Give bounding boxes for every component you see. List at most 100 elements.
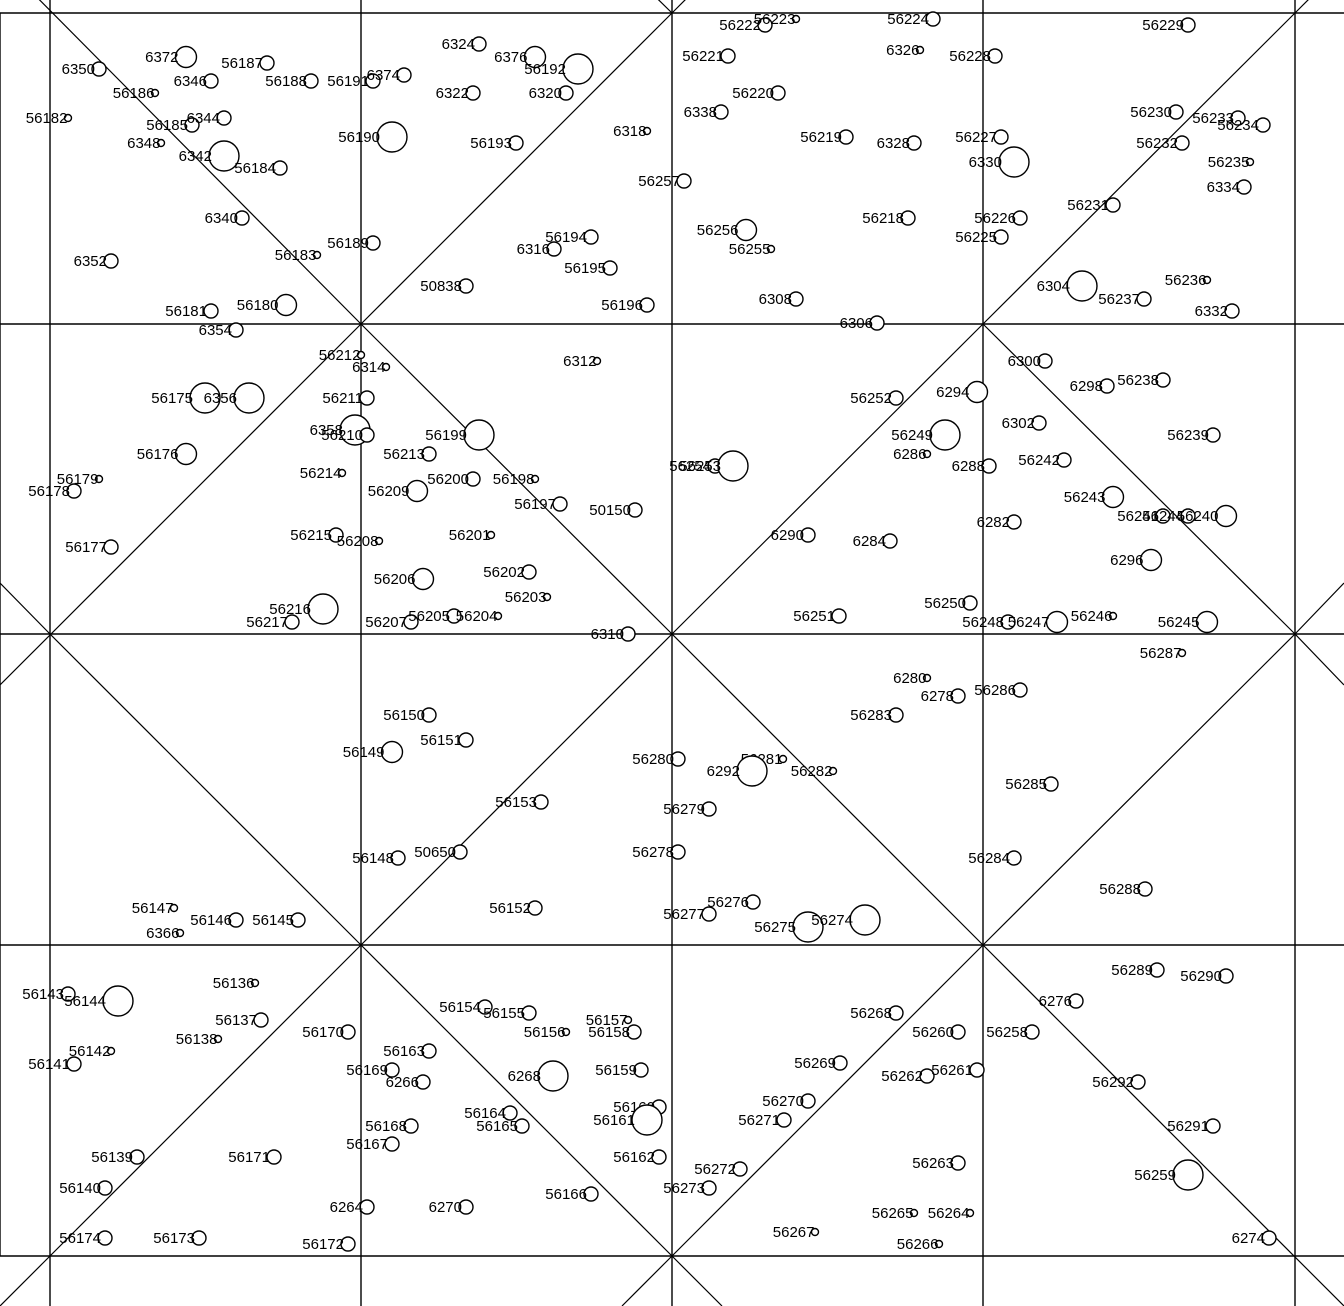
site-marker: 56137 — [215, 1012, 269, 1029]
site-label: 56277 — [663, 906, 705, 923]
site-label: 56266 — [897, 1236, 939, 1253]
site-circle-icon — [1056, 452, 1072, 468]
site-circle-icon — [838, 129, 854, 145]
site-marker: 6304 — [1037, 270, 1098, 302]
site-marker: 56178 — [28, 483, 82, 500]
site-label: 56258 — [986, 1024, 1028, 1041]
site-label: 56171 — [228, 1149, 270, 1166]
site-circle-icon — [831, 608, 847, 624]
site-circle-icon — [203, 73, 219, 89]
site-marker: 56185 — [146, 117, 200, 134]
site-circle-icon — [514, 1118, 530, 1134]
site-circle-icon — [365, 235, 381, 251]
site-circle-icon — [888, 390, 904, 406]
site-label: 6280 — [893, 670, 926, 687]
site-marker: 56265 — [872, 1205, 919, 1222]
site-label: 6266 — [386, 1074, 419, 1091]
site-marker: 56165 — [476, 1118, 530, 1135]
site-circle-icon — [1149, 962, 1165, 978]
site-circle-icon — [639, 297, 655, 313]
site-label: 56232 — [1136, 135, 1178, 152]
site-circle-icon — [284, 614, 300, 630]
site-circle-icon — [633, 1062, 649, 1078]
site-marker: 56164 — [464, 1105, 518, 1122]
site-marker: 56146 — [190, 912, 244, 929]
site-label: 56228 — [949, 48, 991, 65]
site-circle-icon — [486, 530, 496, 540]
site-label: 56148 — [352, 850, 394, 867]
site-label: 56286 — [974, 682, 1016, 699]
site-marker: 6352 — [74, 253, 119, 270]
site-circle-icon — [307, 593, 339, 625]
site-label: 6268 — [508, 1068, 541, 1085]
site-label: 6276 — [1039, 993, 1072, 1010]
site-marker: 6264 — [330, 1199, 375, 1216]
diagonal-line — [671, 323, 984, 635]
diagonal-line — [1294, 0, 1309, 14]
site-circle-icon — [1136, 291, 1152, 307]
diagonal-line — [671, 1255, 723, 1306]
site-marker: 56225 — [955, 229, 1009, 246]
site-circle-icon — [757, 17, 773, 33]
site-circle-icon — [175, 928, 185, 938]
site-marker: 56189 — [327, 235, 381, 252]
site-label: 50650 — [414, 844, 456, 861]
site-marker: 56199 — [425, 419, 495, 451]
site-label: 56180 — [237, 297, 279, 314]
site-label: 56177 — [65, 539, 107, 556]
site-label: 6322 — [436, 85, 469, 102]
site-label: 6350 — [62, 61, 95, 78]
site-circle-icon — [950, 1024, 966, 1040]
site-marker: 56239 — [1167, 427, 1221, 444]
site-circle-icon — [103, 539, 119, 555]
site-marker: 56292 — [1092, 1074, 1146, 1091]
site-label: 56145 — [252, 912, 294, 929]
site-circle-icon — [745, 894, 761, 910]
site-circle-icon — [1037, 353, 1053, 369]
site-circle-icon — [1174, 135, 1190, 151]
site-label: 56274 — [811, 912, 853, 929]
site-marker: 56141 — [28, 1056, 82, 1073]
site-circle-icon — [376, 121, 408, 153]
site-label: 6342 — [179, 148, 212, 165]
site-label: 6300 — [1008, 353, 1041, 370]
site-label: 56229 — [1142, 17, 1184, 34]
site-circle-icon — [701, 1180, 717, 1196]
site-circle-icon — [537, 1060, 569, 1092]
site-marker: 50838 — [420, 278, 474, 295]
site-marker: 56149 — [343, 740, 404, 764]
site-circle-icon — [734, 218, 758, 242]
site-label: 6324 — [442, 36, 475, 53]
site-circle-icon — [446, 608, 462, 624]
site-marker: 56156 — [524, 1024, 571, 1041]
site-marker: 6278 — [921, 688, 966, 705]
site-marker: 56217 — [246, 614, 300, 631]
site-label: 56185 — [146, 117, 188, 134]
site-marker: 56266 — [897, 1236, 944, 1253]
site-marker: 56140 — [59, 1180, 113, 1197]
site-circle-icon — [465, 85, 481, 101]
site-circle-icon — [102, 985, 134, 1017]
site-marker: 56246 — [1071, 608, 1118, 625]
site-marker: 56190 — [338, 121, 408, 153]
site-marker: 56162 — [613, 1149, 667, 1166]
site-label: 56151 — [420, 732, 462, 749]
site-marker: 56204 — [456, 608, 503, 625]
site-marker: 56270 — [762, 1093, 816, 1110]
site-circle-icon — [463, 419, 495, 451]
site-circle-icon — [523, 45, 547, 69]
site-label: 56141 — [28, 1056, 70, 1073]
site-label: 56259 — [1134, 1167, 1176, 1184]
site-circle-icon — [558, 85, 574, 101]
site-circle-icon — [965, 1208, 975, 1218]
site-circle-icon — [800, 1093, 816, 1109]
site-label: 6366 — [146, 925, 179, 942]
site-label: 56178 — [28, 483, 70, 500]
site-marker: 56255 — [729, 241, 776, 258]
site-marker: 6320 — [529, 85, 574, 102]
site-label: 56235 — [1208, 154, 1250, 171]
site-circle-icon — [502, 1105, 518, 1121]
site-label: 56247 — [1008, 614, 1050, 631]
site-label: 56203 — [505, 589, 547, 606]
site-label: 56212 — [319, 347, 361, 364]
